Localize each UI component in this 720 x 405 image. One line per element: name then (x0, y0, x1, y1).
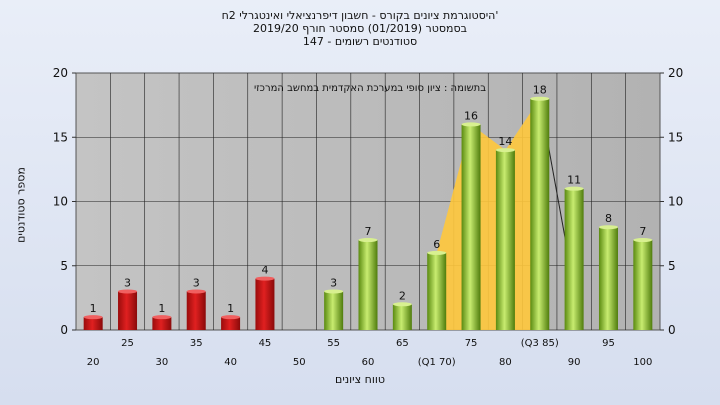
chart-title: היסטוגרמת ציונים בקורס - חשבון דיפרנציאל… (221, 9, 499, 22)
value-label-70: 6 (433, 238, 440, 251)
bar-35 (186, 291, 206, 330)
value-label-90: 11 (567, 174, 581, 187)
bar-25 (118, 291, 138, 330)
bar-60 (358, 240, 378, 330)
bar-90 (564, 188, 584, 330)
value-label-85: 18 (533, 84, 547, 97)
bar-100 (633, 240, 653, 330)
y-tick-right-10: 10 (668, 195, 683, 209)
x-tick-label-50: 50 (293, 357, 306, 368)
y-tick-left-10: 10 (53, 195, 68, 209)
bar-top-35 (186, 289, 206, 294)
bar-top-40 (221, 315, 241, 320)
bar-top-85 (530, 96, 550, 101)
x-tick-label-55: 55 (327, 338, 340, 349)
bar-80 (495, 150, 515, 330)
x-tick-label-35: 35 (190, 338, 203, 349)
value-label-20: 1 (90, 302, 97, 315)
bar-70 (427, 252, 447, 330)
x-tick-label-100: 100 (633, 357, 652, 368)
bar-75 (461, 124, 481, 331)
value-label-65: 2 (399, 289, 406, 302)
x-tick-label-20: 20 (87, 357, 100, 368)
bar-top-75 (461, 122, 481, 127)
y-tick-left-20: 20 (53, 66, 68, 80)
bar-55 (324, 291, 344, 330)
value-label-95: 8 (605, 212, 612, 225)
y-tick-right-20: 20 (668, 66, 683, 80)
bar-top-55 (324, 289, 344, 294)
value-label-100: 7 (639, 225, 646, 238)
bar-30 (152, 317, 172, 330)
bar-top-95 (598, 225, 618, 230)
bar-65 (392, 304, 412, 330)
x-tick-label-95: 95 (602, 338, 615, 349)
x-tick-label-25: 25 (121, 338, 134, 349)
x-tick-label-45: 45 (259, 338, 272, 349)
value-label-40: 1 (227, 302, 234, 315)
x-tick-label-75: 75 (465, 338, 478, 349)
y-tick-right-15: 15 (668, 130, 683, 144)
y-tick-left-0: 0 (60, 323, 68, 337)
y-tick-right-5: 5 (668, 259, 676, 273)
x-tick-label-30: 30 (156, 357, 169, 368)
y-tick-left-15: 15 (53, 130, 68, 144)
y-tick-left-5: 5 (60, 259, 68, 273)
bar-top-90 (564, 186, 584, 191)
bar-85 (530, 98, 550, 330)
x-tick-label-60: 60 (362, 357, 375, 368)
bar-95 (598, 227, 618, 330)
value-label-60: 7 (365, 225, 372, 238)
value-label-30: 1 (158, 302, 165, 315)
bar-top-25 (118, 289, 138, 294)
chart-subtitle-students: סטודנטים רשומים - 147 (302, 35, 418, 48)
x-tick-label-90: 90 (568, 357, 581, 368)
value-label-35: 3 (193, 276, 200, 289)
value-label-55: 3 (330, 276, 337, 289)
x-axis-label: טווח ציונים (335, 373, 385, 386)
x-tick-label-70: (Q1 70) (418, 357, 456, 368)
annotation-text: בתשומה : ציון סופי במערכת האקדמית במחשב … (254, 83, 486, 94)
bar-45 (255, 278, 275, 330)
value-label-75: 16 (464, 109, 478, 122)
x-tick-label-40: 40 (224, 357, 237, 368)
value-label-45: 4 (261, 264, 268, 277)
bar-20 (83, 317, 103, 330)
chart-title-block: היסטוגרמת ציונים בקורס - חשבון דיפרנציאל… (0, 9, 720, 48)
bar-top-60 (358, 238, 378, 243)
bar-top-80 (495, 148, 515, 153)
bar-top-100 (633, 238, 653, 243)
x-tick-label-85: (Q3 85) (521, 338, 559, 349)
x-tick-label-65: 65 (396, 338, 409, 349)
chart-subtitle-semester: בסמסטר (01/2019) סמסטר חורף 2019/20 (253, 22, 467, 35)
bar-top-45 (255, 276, 275, 281)
value-label-25: 3 (124, 276, 131, 289)
x-tick-label-80: 80 (499, 357, 512, 368)
value-label-80: 14 (498, 135, 512, 148)
y-tick-right-0: 0 (668, 323, 676, 337)
bar-top-20 (83, 315, 103, 320)
y-axis-label: מספר סטודנטים (14, 167, 28, 243)
bar-top-70 (427, 250, 447, 255)
bar-40 (221, 317, 241, 330)
bar-top-65 (392, 302, 412, 307)
bar-top-30 (152, 315, 172, 320)
